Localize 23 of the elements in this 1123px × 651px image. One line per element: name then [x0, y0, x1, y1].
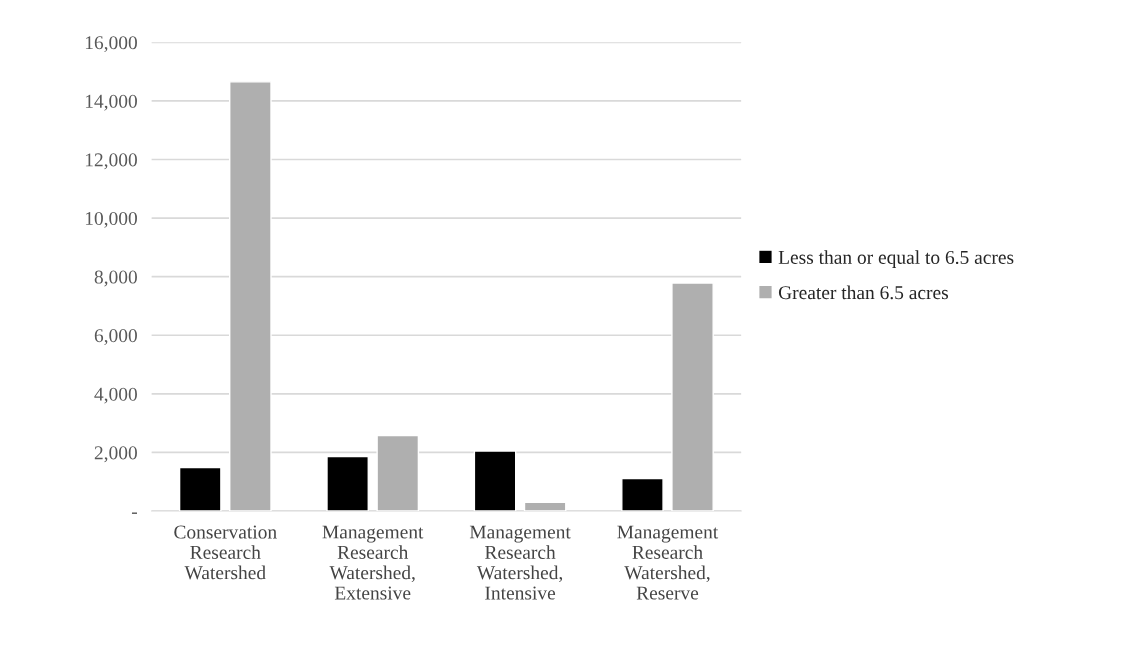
- bar: [473, 450, 517, 512]
- y-tick-label: 8,000: [94, 270, 137, 287]
- x-tick-label: Management Research Watershed, Reserve: [617, 525, 719, 600]
- y-tick-label: -: [131, 512, 138, 514]
- x-tick-label: Conservation Research Watershed: [174, 525, 277, 580]
- legend-label: Greater than 6.5 acres: [778, 285, 949, 300]
- bar: [621, 477, 664, 512]
- bar: [376, 434, 420, 512]
- bar: [178, 466, 222, 512]
- x-tick-label: Management Research Watershed, Intensive: [469, 525, 571, 600]
- legend-label: Less than or equal to 6.5 acres: [778, 250, 1014, 268]
- y-tick-label: 2,000: [94, 446, 137, 463]
- bar: [523, 501, 567, 512]
- bar: [671, 282, 714, 512]
- y-tick-label: 4,000: [94, 387, 137, 404]
- y-tick-label: 6,000: [94, 329, 137, 345]
- y-tick-label: 16,000: [85, 36, 137, 53]
- x-tick-label: Management Research Watershed, Extensive: [322, 525, 424, 600]
- y-tick-label: 12,000: [85, 153, 137, 170]
- y-tick-label: 14,000: [85, 94, 137, 111]
- bar: [326, 455, 369, 512]
- bar: [229, 81, 272, 512]
- y-tick-label: 10,000: [85, 211, 137, 228]
